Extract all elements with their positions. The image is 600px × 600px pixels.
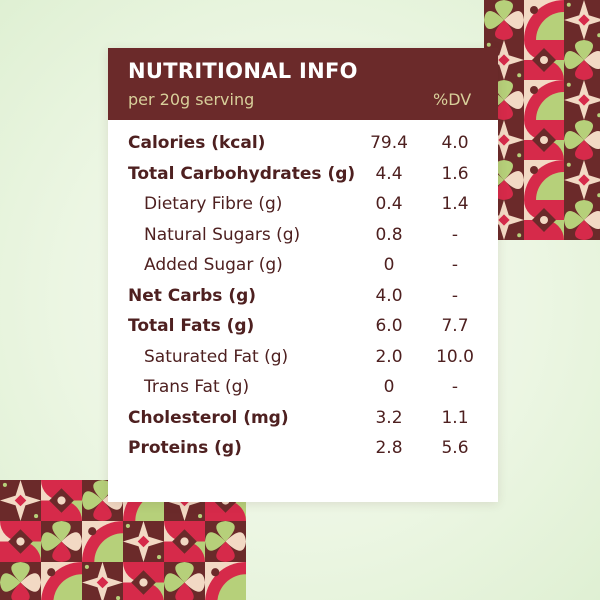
- nutrient-row: Calories (kcal) 79.4 4.0: [108, 128, 498, 159]
- nutrient-daily-value: -: [451, 255, 459, 275]
- nutrient-row: Natural Sugars (g) 0.8 -: [108, 220, 498, 251]
- nutrient-amount: 3.2: [375, 407, 403, 428]
- nutrient-list: Calories (kcal) 79.4 4.0 Total Carbohydrate…: [108, 128, 498, 464]
- nutrient-label: Total Fats (g): [128, 316, 255, 336]
- pattern-tiles-bottom-left: [0, 480, 246, 600]
- nutrient-row: Net Carbs (g) 4.0 -: [108, 281, 498, 312]
- nutrient-row: Total Fats (g) 6.0 7.7: [108, 311, 498, 342]
- nutrient-amount: 0: [383, 377, 395, 397]
- nutrition-title: NUTRITIONAL INFO: [128, 59, 358, 83]
- nutrient-row: Saturated Fat (g) 2.0 10.0: [108, 342, 498, 373]
- nutrient-daily-value: 10.0: [436, 346, 474, 367]
- decorative-pattern-bottom-left: [0, 480, 246, 600]
- nutrient-row: Proteins (g) 2.8 5.6: [108, 433, 498, 464]
- nutrient-label: Calories (kcal): [128, 133, 266, 153]
- nutrient-daily-value: -: [451, 377, 459, 397]
- nutrient-amount: 2.0: [375, 346, 403, 367]
- nutrient-amount: 0: [383, 255, 395, 275]
- nutrient-daily-value: 1.6: [441, 163, 469, 184]
- nutrient-label: Proteins (g): [128, 438, 242, 458]
- nutrient-label: Net Carbs (g): [128, 285, 257, 306]
- nutrient-row: Trans Fat (g) 0 -: [108, 372, 498, 403]
- nutrient-daily-value: 4.0: [441, 133, 469, 153]
- nutrient-label: Natural Sugars (g): [144, 224, 301, 245]
- nutrient-row: Cholesterol (mg) 3.2 1.1: [108, 403, 498, 434]
- daily-value-header: %DV: [433, 90, 472, 109]
- nutrient-daily-value: 1.1: [441, 407, 469, 428]
- nutrition-card: NUTRITIONAL INFO per 20g serving %DV Cal…: [108, 48, 498, 502]
- nutrient-label: Added Sugar (g): [144, 255, 283, 275]
- nutrient-daily-value: 1.4: [441, 194, 469, 214]
- nutrient-daily-value: 7.7: [441, 316, 469, 336]
- nutrient-amount: 0.4: [375, 194, 403, 214]
- nutrient-row: Dietary Fibre (g) 0.4 1.4: [108, 189, 498, 220]
- nutrient-daily-value: 5.6: [441, 438, 469, 458]
- nutrient-amount: 0.8: [375, 224, 403, 245]
- nutrient-label: Trans Fat (g): [144, 377, 250, 397]
- nutrient-label: Total Carbohydrates (g): [128, 163, 356, 184]
- nutrient-daily-value: -: [451, 285, 459, 306]
- nutrient-row: Added Sugar (g) 0 -: [108, 250, 498, 281]
- nutrient-amount: 2.8: [375, 438, 403, 458]
- nutrient-label: Saturated Fat (g): [144, 346, 289, 367]
- nutrient-amount: 6.0: [375, 316, 403, 336]
- nutrient-amount: 4.4: [375, 163, 403, 184]
- nutrition-card-header: NUTRITIONAL INFO per 20g serving %DV: [108, 48, 498, 120]
- nutrient-label: Dietary Fibre (g): [144, 194, 283, 214]
- nutrient-label: Cholesterol (mg): [128, 407, 289, 428]
- pattern-tiles-top-right: [484, 0, 600, 240]
- nutrient-daily-value: -: [451, 224, 459, 245]
- decorative-pattern-top-right: [484, 0, 600, 240]
- serving-size: per 20g serving: [128, 90, 255, 109]
- nutrient-row: Total Carbohydrates (g) 4.4 1.6: [108, 159, 498, 190]
- nutrient-amount: 4.0: [375, 285, 403, 306]
- nutrient-amount: 79.4: [370, 133, 408, 153]
